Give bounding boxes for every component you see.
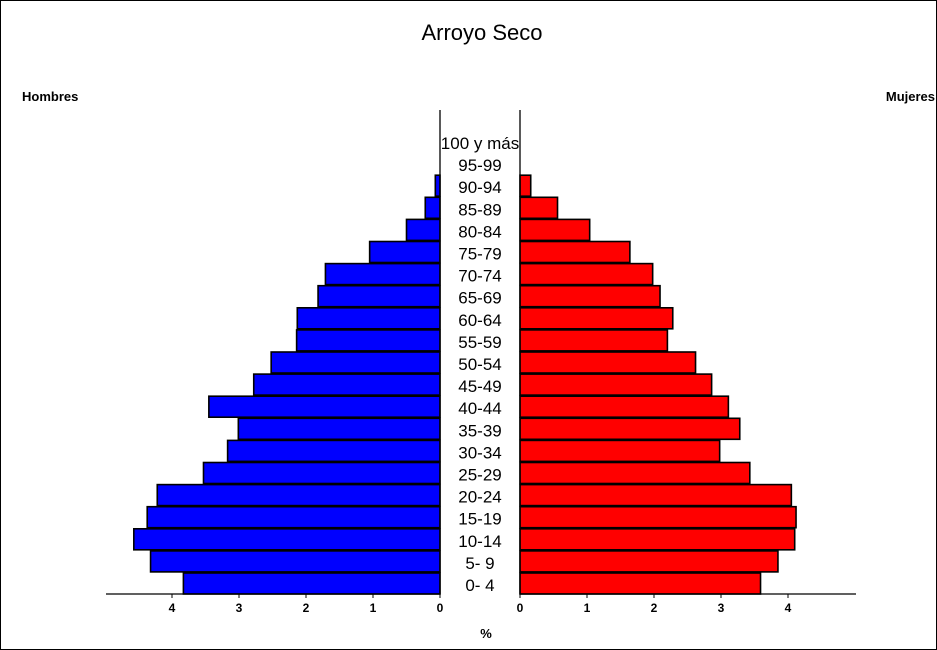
x-axis-unit: % xyxy=(480,626,492,641)
age-label-16: 80-84 xyxy=(458,222,501,241)
age-label-13: 65-69 xyxy=(458,289,501,308)
right-tick-label-0: 0 xyxy=(517,601,524,615)
age-label-15: 75-79 xyxy=(458,245,501,264)
male-bar-6 xyxy=(226,439,441,463)
female-bar-4 xyxy=(519,483,793,507)
female-bar-2 xyxy=(519,527,796,551)
axes: 4 3 2 1 0 0 1 2 3 4 xyxy=(106,110,856,615)
age-label-17: 85-89 xyxy=(458,200,501,219)
left-tick-label-3: 1 xyxy=(370,601,377,615)
female-bar-16 xyxy=(519,218,591,242)
male-bar-0 xyxy=(182,572,441,595)
female-bar-18 xyxy=(519,174,532,197)
female-bar-5 xyxy=(519,461,751,485)
age-label-0: 0- 4 xyxy=(465,576,494,595)
age-label-5: 25-29 xyxy=(458,466,501,485)
right-side-label: Mujeres xyxy=(886,89,935,104)
female-bar-10 xyxy=(519,351,697,374)
left-side-label: Hombres xyxy=(22,89,78,104)
female-bar-9 xyxy=(519,373,713,396)
age-label-2: 10-14 xyxy=(458,532,501,551)
male-bar-13 xyxy=(317,284,441,308)
chart-title: Arroyo Seco xyxy=(421,20,542,45)
right-tick-label-1: 1 xyxy=(584,601,591,615)
age-label-4: 20-24 xyxy=(458,488,501,507)
left-tick-label-0: 4 xyxy=(169,601,176,615)
male-bar-5 xyxy=(202,461,441,485)
female-bar-14 xyxy=(519,262,654,286)
male-bar-14 xyxy=(324,262,441,286)
male-bar-7 xyxy=(237,417,441,441)
male-bar-9 xyxy=(252,373,441,396)
female-bar-11 xyxy=(519,329,669,352)
age-label-11: 55-59 xyxy=(458,333,501,352)
male-bar-12 xyxy=(296,306,441,330)
female-bar-17 xyxy=(519,196,559,220)
age-group-labels: 0- 4 5- 9 10-14 15-19 20-24 25-29 30-34 35-39 40… xyxy=(441,134,519,595)
male-bar-8 xyxy=(208,395,441,419)
female-bar-8 xyxy=(519,395,730,419)
age-label-6: 30-34 xyxy=(458,443,501,462)
age-label-20: 100 y más xyxy=(441,134,519,153)
female-bar-15 xyxy=(519,240,631,264)
male-bar-15 xyxy=(368,240,441,264)
female-bar-3 xyxy=(519,505,797,529)
left-tick-label-1: 3 xyxy=(236,601,243,615)
male-bar-3 xyxy=(146,505,441,529)
female-bars xyxy=(519,174,797,595)
male-bar-18 xyxy=(434,174,441,197)
age-label-12: 60-64 xyxy=(458,311,501,330)
age-label-9: 45-49 xyxy=(458,377,501,396)
female-bar-0 xyxy=(519,572,762,595)
right-tick-label-3: 3 xyxy=(718,601,725,615)
age-label-14: 70-74 xyxy=(458,267,501,286)
female-bar-12 xyxy=(519,306,674,330)
male-bar-10 xyxy=(270,351,441,374)
age-label-19: 95-99 xyxy=(458,156,501,175)
male-bar-17 xyxy=(424,196,441,220)
right-tick-label-2: 2 xyxy=(651,601,658,615)
male-bar-4 xyxy=(156,483,441,507)
female-bar-6 xyxy=(519,439,721,463)
age-label-1: 5- 9 xyxy=(465,554,494,573)
age-label-3: 15-19 xyxy=(458,510,501,529)
male-bar-16 xyxy=(405,218,441,242)
male-bar-1 xyxy=(149,550,441,573)
female-bar-7 xyxy=(519,417,741,441)
male-bar-11 xyxy=(295,329,441,352)
age-label-7: 35-39 xyxy=(458,421,501,440)
female-bar-13 xyxy=(519,284,661,308)
female-bar-1 xyxy=(519,550,779,573)
age-label-8: 40-44 xyxy=(458,399,501,418)
age-label-10: 50-54 xyxy=(458,355,501,374)
male-bars xyxy=(133,174,441,595)
age-label-18: 90-94 xyxy=(458,178,501,197)
left-tick-label-2: 2 xyxy=(303,601,310,615)
left-tick-label-4: 0 xyxy=(437,601,444,615)
male-bar-2 xyxy=(133,527,441,551)
right-tick-label-4: 4 xyxy=(785,601,792,615)
